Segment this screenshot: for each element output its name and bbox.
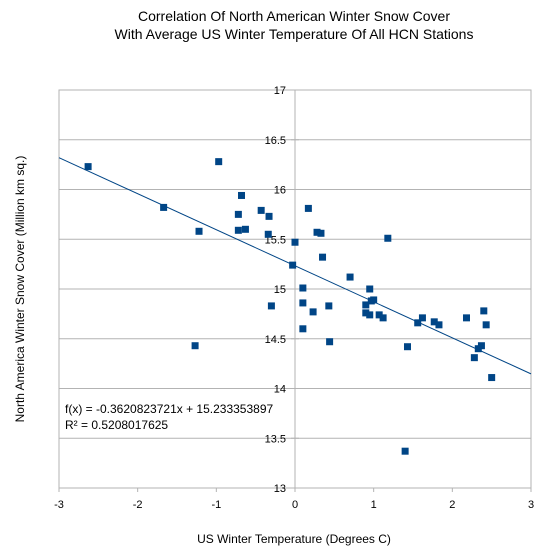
x-tick-label: 2 xyxy=(449,499,455,511)
data-point xyxy=(435,321,443,329)
data-point xyxy=(480,307,488,315)
data-point xyxy=(346,273,354,281)
data-point xyxy=(215,158,223,166)
data-point xyxy=(84,163,92,171)
data-points xyxy=(84,158,496,455)
data-point xyxy=(267,302,275,310)
data-point xyxy=(414,319,422,327)
data-point xyxy=(370,296,378,304)
y-tick-label: 16 xyxy=(274,185,286,197)
y-tick-label: 13 xyxy=(274,483,286,495)
data-point xyxy=(430,318,438,326)
y-tick-label: 17 xyxy=(274,85,286,97)
data-point xyxy=(375,311,383,319)
x-tick-label: 0 xyxy=(292,499,298,511)
data-point xyxy=(403,343,411,351)
data-point xyxy=(289,261,297,269)
data-point xyxy=(477,342,485,350)
data-point xyxy=(319,253,327,261)
data-point xyxy=(366,285,374,293)
data-point xyxy=(234,210,242,218)
data-point xyxy=(379,314,387,322)
x-axis-label: US Winter Temperature (Degrees C) xyxy=(197,532,391,546)
x-tick-label: -3 xyxy=(54,499,64,511)
data-point xyxy=(309,308,317,316)
y-tick-label: 15 xyxy=(274,284,286,296)
trendline-equation: f(x) = -0.3620823721x + 15.233353897 xyxy=(65,402,273,416)
chart-title: Correlation Of North American Winter Sno… xyxy=(115,8,474,42)
data-point xyxy=(160,203,168,211)
data-point xyxy=(291,238,299,246)
data-point xyxy=(482,321,490,329)
data-point xyxy=(299,325,307,333)
data-point xyxy=(362,301,370,309)
data-point xyxy=(234,226,242,234)
x-tick-label: -2 xyxy=(133,499,143,511)
y-tick-label: 13.5 xyxy=(265,433,286,445)
data-point xyxy=(257,206,265,214)
data-point xyxy=(317,229,325,237)
data-point xyxy=(195,227,203,235)
data-point xyxy=(362,309,370,317)
x-tick-label: 3 xyxy=(528,499,534,511)
x-tick-label: -1 xyxy=(211,499,221,511)
chart-title-line-1: Correlation Of North American Winter Sno… xyxy=(138,8,450,24)
data-point xyxy=(265,212,273,220)
data-point xyxy=(325,302,333,310)
r-squared-label: R² = 0.5208017625 xyxy=(65,418,168,432)
x-axis: -3 -2 -1 0 1 2 3 xyxy=(54,488,534,511)
data-point xyxy=(462,314,470,322)
y-axis-label: North America Winter Snow Cover (Million… xyxy=(13,156,27,423)
y-tick-label: 16.5 xyxy=(265,135,286,147)
data-point xyxy=(313,228,321,236)
data-point xyxy=(191,342,199,350)
chart-title-line-2: With Average US Winter Temperature Of Al… xyxy=(115,26,474,42)
data-point xyxy=(241,225,249,233)
data-point xyxy=(401,447,409,455)
data-point xyxy=(299,284,307,292)
data-point xyxy=(299,299,307,307)
data-point xyxy=(326,338,334,346)
data-point xyxy=(418,314,426,322)
data-point xyxy=(366,311,374,319)
x-tick-label: 1 xyxy=(371,499,377,511)
data-point xyxy=(304,204,312,212)
data-point xyxy=(384,234,392,242)
y-tick-label: 14.5 xyxy=(265,334,286,346)
gridlines xyxy=(59,139,531,439)
data-point xyxy=(238,191,246,199)
data-point xyxy=(264,230,272,238)
y-tick-label: 14 xyxy=(274,384,286,396)
data-point xyxy=(488,374,496,382)
data-point xyxy=(470,354,478,362)
